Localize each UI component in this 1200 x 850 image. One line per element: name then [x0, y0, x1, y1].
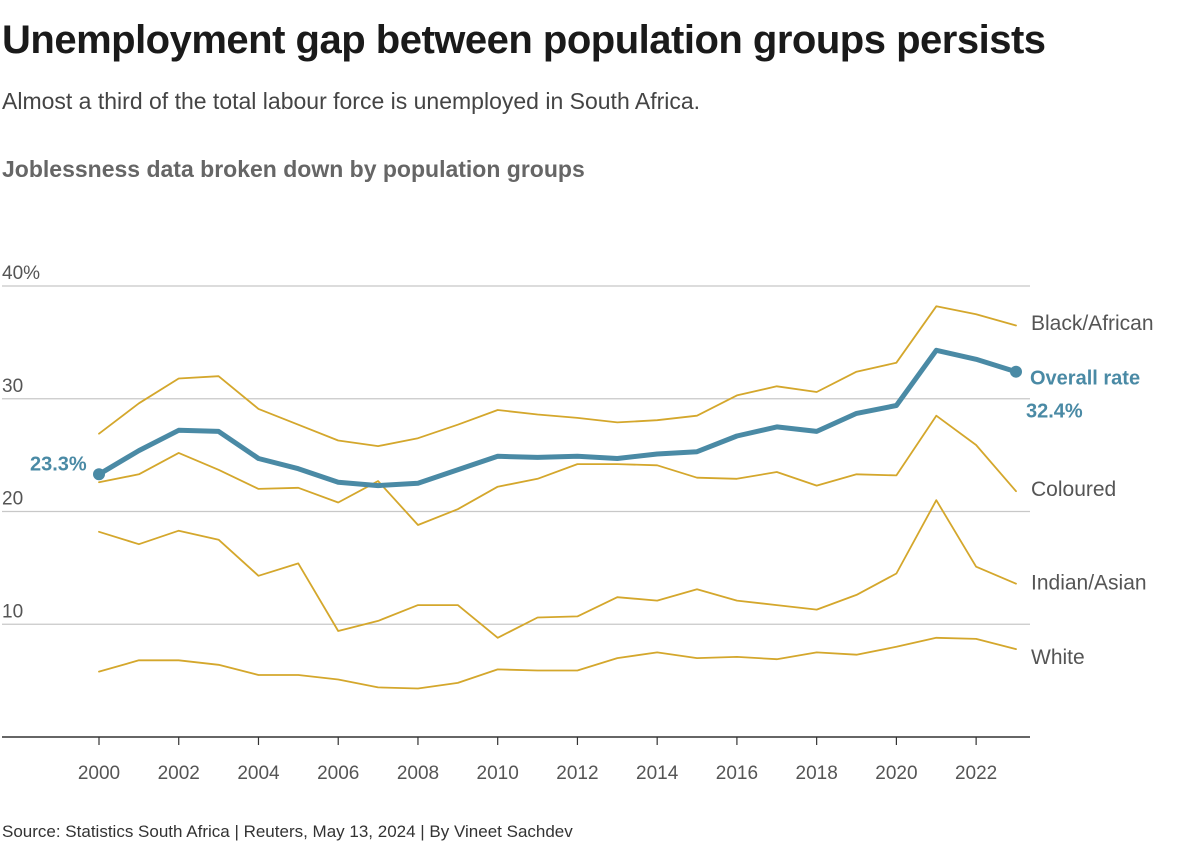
- page-subtitle: Almost a third of the total labour force…: [2, 88, 701, 114]
- series-labels: Black/African Coloured Indian/Asian White 23…: [30, 312, 1154, 669]
- x-tick-label-2008: 2008: [397, 763, 439, 784]
- series-line-coloured: [98, 414, 1017, 526]
- x-tick-label-2002: 2002: [158, 763, 200, 784]
- y-tick-label-20: 20: [2, 489, 23, 510]
- series-lines: [96, 305, 1019, 690]
- series-label-white: White: [1031, 646, 1085, 669]
- series-label-indian-asian: Indian/Asian: [1031, 572, 1147, 595]
- x-tick-label-2018: 2018: [796, 763, 838, 784]
- x-tick-label-2014: 2014: [636, 763, 679, 784]
- x-tick-label-2000: 2000: [78, 763, 120, 784]
- chart-heading: Joblessness data broken down by populati…: [2, 156, 585, 182]
- y-tick-label-30: 30: [2, 376, 23, 397]
- page-title: Unemployment gap between population grou…: [2, 18, 1046, 62]
- x-tick-label-2020: 2020: [875, 763, 917, 784]
- series-line-black-african: [98, 305, 1017, 448]
- x-tick-label-2004: 2004: [237, 763, 280, 784]
- series-line-overall-rate: [96, 347, 1019, 489]
- source-credit: Source: Statistics South Africa | Reuter…: [2, 822, 573, 841]
- series-line-white: [98, 636, 1017, 690]
- series-label-coloured: Coloured: [1031, 478, 1116, 501]
- gridlines: 10 20 30 40%: [2, 263, 1030, 625]
- overall-start-marker: [93, 468, 105, 481]
- overall-label: Overall rate: [1030, 368, 1140, 390]
- x-tick-label-2006: 2006: [317, 763, 359, 784]
- series-label-black-african: Black/African: [1031, 312, 1154, 335]
- overall-end-marker: [1010, 365, 1022, 378]
- x-tick-label-2016: 2016: [716, 763, 758, 784]
- x-tick-label-2022: 2022: [955, 763, 997, 784]
- overall-start-value: 23.3%: [30, 453, 87, 475]
- x-tick-label-2012: 2012: [556, 763, 598, 784]
- x-tick-label-2010: 2010: [477, 763, 519, 784]
- x-axis: 2000 2002 2004 2006 2008 2010 2012 2014 2016 2018…: [2, 736, 1030, 784]
- y-tick-label-40: 40%: [2, 263, 40, 284]
- y-tick-label-10: 10: [2, 601, 23, 622]
- overall-end-value: 32.4%: [1026, 401, 1083, 423]
- series-line-indian-asian: [98, 499, 1017, 639]
